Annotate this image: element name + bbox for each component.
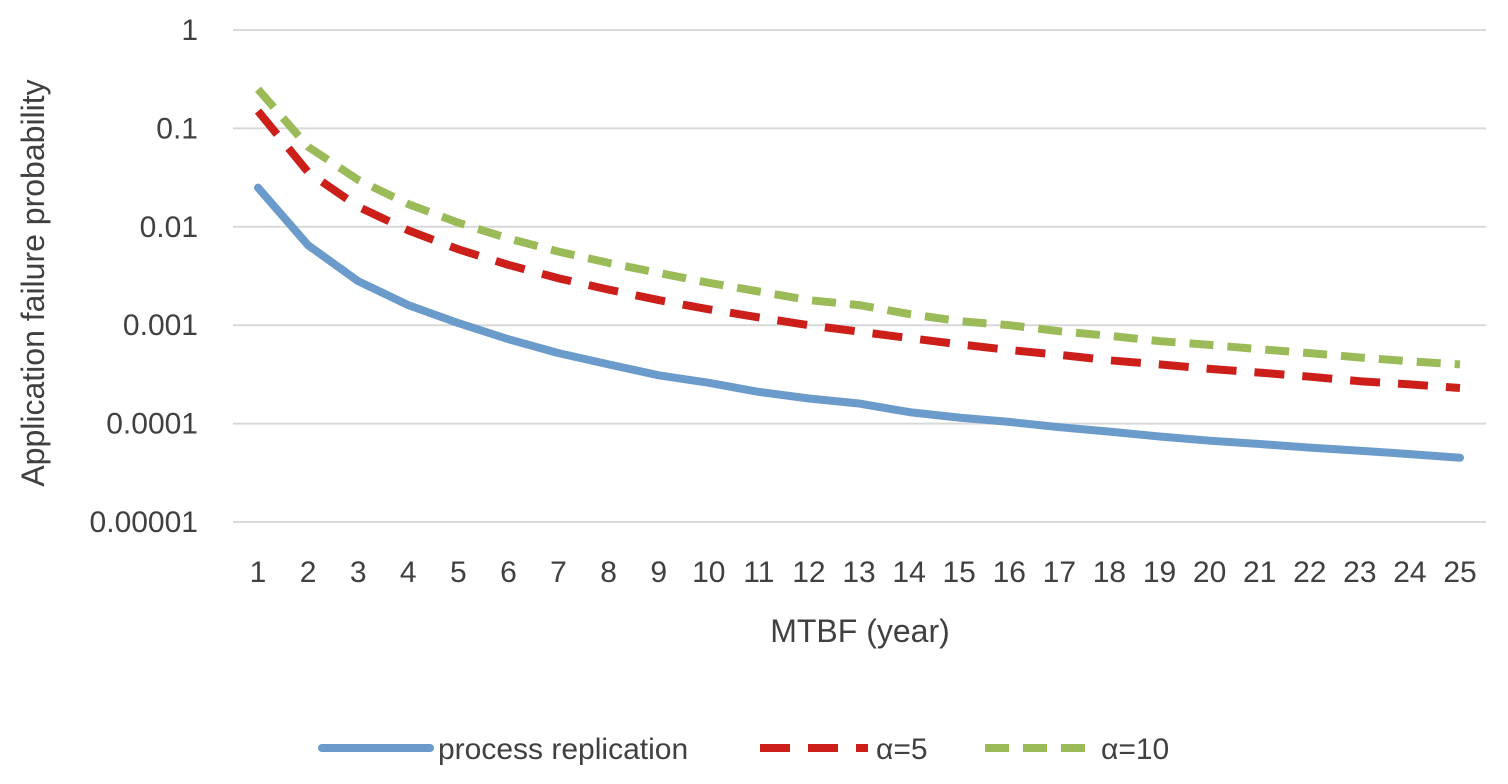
x-tick-label: 14 [892,556,925,589]
y-tick-label: 0.0001 [106,408,198,441]
series-lines [254,86,1464,462]
x-tick-label: 2 [300,556,317,589]
x-tick-label: 24 [1393,556,1426,589]
x-tick-label: 13 [842,556,875,589]
y-tick-label: 0.00001 [90,506,198,539]
x-axis-title: MTBF (year) [770,613,950,649]
x-tick-label: 21 [1243,556,1276,589]
x-tick-label: 10 [692,556,725,589]
x-tick-label: 7 [550,556,567,589]
y-tick-label: 0.01 [140,211,198,244]
x-tick-label: 25 [1443,556,1476,589]
x-tick-label: 19 [1143,556,1176,589]
x-axis-ticks: 1 2 3 4 5 6 7 8 9 10 11 12 13 14 15 16 17 18 19 20 21 22 23 24 2… [250,556,1477,589]
x-tick-label: 5 [450,556,467,589]
x-tick-label: 6 [500,556,517,589]
series-line-2 [254,108,1461,392]
y-tick-label: 1 [181,14,198,47]
y-tick-label: 0.1 [156,112,198,145]
x-tick-label: 23 [1343,556,1376,589]
x-tick-label: 8 [600,556,617,589]
legend-label: α=5 [876,733,928,766]
x-tick-label: 15 [942,556,975,589]
x-tick-label: 18 [1093,556,1126,589]
legend-label: α=10 [1101,733,1169,766]
y-axis-title: Application failure probability [15,79,51,486]
gridlines [233,29,1486,523]
x-tick-label: 16 [993,556,1026,589]
legend: process replication α=5 α=10 [318,733,1169,766]
x-tick-label: 9 [650,556,667,589]
y-axis-ticks: 1 0.1 0.01 0.001 0.0001 0.00001 [90,14,198,539]
x-tick-label: 12 [792,556,825,589]
x-tick-label: 1 [250,556,267,589]
series-line-3 [254,86,1461,369]
x-tick-label: 17 [1043,556,1076,589]
x-tick-label: 3 [350,556,367,589]
series-line-1 [254,183,1464,462]
x-tick-label: 20 [1193,556,1226,589]
legend-label: process replication [438,733,688,766]
x-tick-label: 11 [743,556,774,589]
x-tick-label: 4 [400,556,417,589]
x-tick-label: 22 [1293,556,1326,589]
y-tick-label: 0.001 [123,309,198,342]
